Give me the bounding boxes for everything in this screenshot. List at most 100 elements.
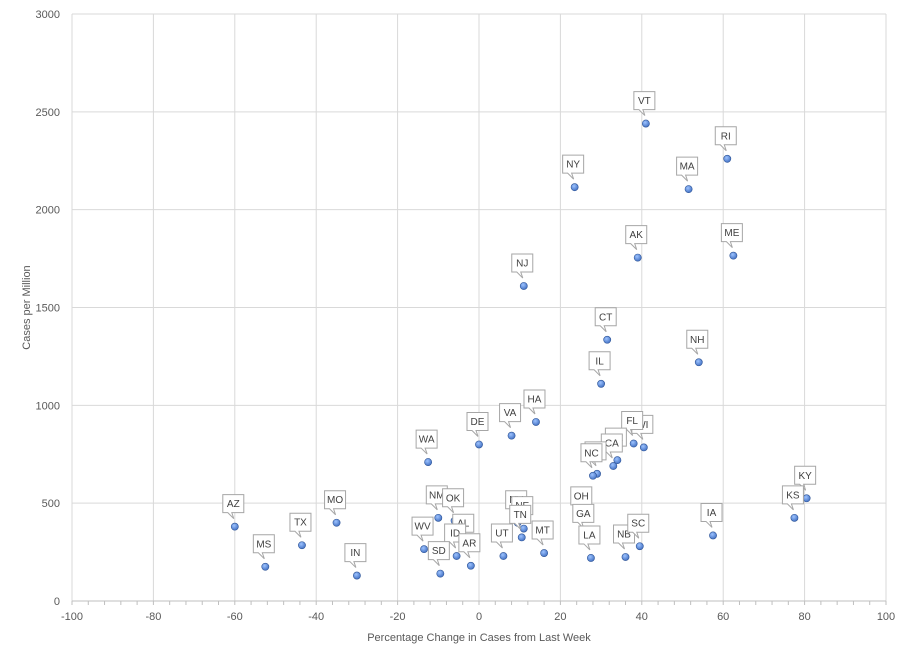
data-points (230, 119, 811, 580)
data-point-ky (802, 494, 811, 503)
data-label-box (499, 403, 522, 429)
data-point-sc (635, 542, 644, 551)
data-label-box (415, 429, 438, 455)
data-label-box (562, 154, 585, 180)
data-label-ar: AR (458, 533, 481, 559)
data-label-nc: NC (580, 443, 603, 469)
data-point-la (587, 554, 595, 562)
data-point-az (230, 522, 239, 531)
data-point-nc (589, 471, 597, 480)
data-label-text: AR (462, 538, 476, 549)
data-label-ak: AK (625, 225, 648, 250)
data-point-il (597, 379, 605, 388)
data-label-text: SC (631, 519, 645, 530)
data-point-ca (609, 462, 618, 470)
data-point-nh (694, 358, 703, 367)
data-label-text: DE (471, 417, 485, 428)
data-label-text: IA (707, 508, 717, 519)
data-point-va (507, 431, 516, 440)
data-label-nj: NJ (511, 253, 534, 279)
data-label-box (781, 485, 804, 511)
data-label-text: NH (690, 335, 704, 346)
data-label-text: OK (446, 493, 461, 504)
data-point-fl (629, 439, 638, 448)
x-tick-label: -100 (61, 611, 83, 623)
data-point-wi (639, 443, 648, 452)
data-point-ks (790, 513, 799, 522)
data-label-de: DE (466, 411, 489, 437)
data-label-text: LA (583, 530, 596, 541)
data-label-text: NJ (516, 258, 528, 269)
data-label-text: WV (415, 522, 431, 533)
data-label-text: KY (798, 471, 812, 482)
data-label-box (252, 534, 275, 560)
data-point-id (452, 552, 461, 560)
data-point-ri (723, 154, 732, 163)
x-tick-label: -40 (308, 611, 324, 623)
data-point-tn (517, 533, 526, 542)
data-label-ma: MA (676, 156, 699, 182)
data-label-text: NY (566, 160, 580, 171)
data-label-text: MS (256, 539, 271, 550)
data-point-ma (684, 185, 693, 194)
data-label-mt: MT (531, 520, 554, 546)
data-label-wv: WV (411, 516, 434, 542)
data-label-in: IN (344, 543, 367, 568)
data-label-ga: GA (572, 503, 595, 529)
data-label-box (531, 520, 554, 546)
data-label-text: SD (432, 546, 446, 557)
data-label-ok: OK (442, 488, 465, 514)
data-point-or (613, 456, 622, 465)
data-label-text: TN (514, 510, 527, 521)
data-point-ak (633, 253, 642, 262)
data-label-box (686, 329, 709, 355)
data-label-ky: KY (794, 465, 817, 491)
data-label-text: MT (535, 526, 549, 537)
data-label-text: VA (504, 408, 517, 419)
data-label-nh: NH (686, 329, 709, 355)
data-label-tx: TX (289, 512, 312, 538)
data-label-box (523, 389, 546, 415)
data-label-box (344, 543, 367, 568)
data-label-ia: IA (700, 502, 723, 528)
data-point-ny (570, 183, 579, 192)
x-tick-label: 60 (717, 611, 729, 623)
data-label-box (324, 490, 347, 516)
data-label-la: LA (578, 525, 601, 551)
data-label-box (411, 516, 434, 542)
data-label-tn: TN (509, 504, 532, 530)
data-label-box (578, 525, 601, 551)
x-tick-label: 0 (476, 611, 482, 623)
data-label-text: WA (419, 435, 435, 446)
data-label-text: AK (630, 230, 644, 241)
data-point-wv (420, 545, 428, 554)
data-label-sc: SC (627, 513, 650, 539)
x-tick-label: -60 (227, 611, 243, 623)
data-label-box (490, 523, 513, 549)
data-label-box (442, 488, 465, 514)
data-label-text: ID (450, 528, 460, 539)
data-label-text: MA (680, 162, 695, 173)
data-label-box (720, 223, 743, 249)
data-label-ha: HA (523, 389, 546, 415)
data-label-text: VT (638, 96, 651, 107)
data-point-nb (621, 553, 630, 561)
data-label-text: UT (495, 528, 508, 539)
data-label-text: CA (605, 438, 619, 449)
data-label-box (676, 156, 699, 182)
data-label-box (627, 513, 650, 539)
data-label-text: RI (721, 131, 731, 142)
data-label-ms: MS (252, 534, 275, 560)
data-label-box (700, 502, 723, 528)
data-label-box (509, 504, 532, 530)
y-tick-label: 1500 (36, 303, 60, 315)
data-label-text: AZ (227, 499, 240, 510)
data-label-box (588, 351, 611, 377)
data-label-text: OH (574, 491, 589, 502)
data-labels: VTRINYMAAKMENJCTNHILHAVADEWAWIFLORCAPANC… (222, 91, 817, 568)
data-label-box (458, 533, 481, 559)
x-axis-tick-labels: -100 -80 -60 -40 -20 0 20 40 60 80 100 (61, 611, 895, 623)
data-label-box (714, 126, 737, 152)
data-label-sd: SD (427, 541, 450, 566)
